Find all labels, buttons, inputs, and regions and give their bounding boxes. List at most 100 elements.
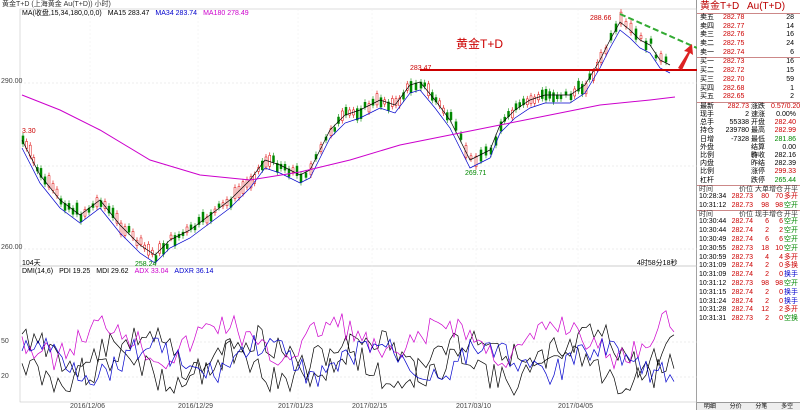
candle-body (169, 234, 173, 239)
candle-body (423, 82, 426, 87)
ask-volume: 16 (786, 31, 794, 39)
countdown-label: 4时58分18秒 (637, 260, 678, 267)
candle-body (249, 176, 253, 189)
trade-cell: 换手 (784, 288, 798, 296)
tab-明细[interactable]: 明细 (703, 404, 716, 410)
candle-body (419, 81, 423, 89)
tick-row[interactable]: 10:31:31 282.73 2 0 空换 (697, 315, 800, 324)
tick-row[interactable]: 10:31:12 282.73 98 98 空开 (697, 280, 800, 289)
candle-body (162, 243, 165, 255)
stat-value: 265.44 (774, 176, 796, 184)
candle-body (139, 237, 143, 245)
candle-body (359, 108, 363, 119)
price-high-label: 283.47 (410, 65, 432, 72)
candle-body (639, 35, 643, 39)
ask-label: 卖一 (700, 48, 714, 56)
trade-cell: 0 (779, 315, 783, 323)
candle-body (511, 109, 514, 119)
candle-body (158, 243, 161, 254)
bid-row[interactable]: 买四 282.68 1 (697, 85, 800, 94)
stat-value: -7328 (731, 135, 749, 143)
dmi-legend-item: ADXR 36.14 (174, 268, 214, 275)
candle-body (569, 93, 573, 100)
stat-label: 涨停 (751, 168, 765, 176)
candle-body (51, 183, 55, 191)
trade-cell: 2 (779, 306, 783, 314)
trade-cell: 换手 (784, 297, 798, 305)
bid-row[interactable]: 买五 282.65 2 (697, 93, 800, 102)
stat-row: 内盘 昨结 282.39 (697, 160, 800, 168)
stat-value: 0.00 (782, 143, 796, 151)
quote-header: 黄金T+D Au(T+D) (697, 0, 800, 14)
stat-value (721, 168, 749, 176)
x-tick: 2017/01/23 (278, 403, 314, 410)
tick-row[interactable]: 10:30:55 282.73 18 10 空开 (697, 245, 800, 254)
dmi-legend-item: ADX 33.04 (134, 268, 169, 275)
tab-分价[interactable]: 分价 (729, 404, 742, 410)
candle-body (367, 103, 371, 113)
bid-row[interactable]: 买三 282.70 59 (697, 76, 800, 85)
ask-row[interactable]: 卖四 282.77 14 (697, 23, 800, 32)
stat-value: 282.73 (727, 102, 749, 110)
candle-body (348, 109, 351, 116)
trade-cell: 空换 (784, 315, 798, 323)
trade-cell: 0 (779, 271, 783, 279)
stat-value (721, 160, 749, 168)
trade-cell: 282.73 (731, 253, 753, 261)
bid-label: 买五 (700, 93, 714, 101)
big-trade-row[interactable]: 10:28:34 282.73 80 70 多开 (697, 193, 800, 202)
y-tick-290: 290.00 (1, 78, 23, 85)
trade-cell: 10:31:12 (699, 201, 727, 209)
trade-cell: 6 (779, 235, 783, 243)
ask-row[interactable]: 卖二 282.75 24 (697, 40, 800, 49)
candle-body (304, 172, 308, 178)
pdi-line (21, 323, 675, 389)
price-low-label: 269.71 (465, 170, 487, 177)
trade-cell: 空开 (784, 235, 798, 243)
tick-row[interactable]: 10:30:44 282.74 2 2 空开 (697, 227, 800, 236)
bid-book: 买一 282.73 16 买二 282.72 15 买三 282.70 59 买四 282.68 1 买… (697, 58, 800, 101)
trade-cell: 282.74 (731, 262, 753, 270)
ask-row[interactable]: 卖三 282.76 16 (697, 31, 800, 40)
ma34-line (21, 29, 671, 264)
tick-row[interactable]: 10:31:24 282.74 2 0 换手 (697, 298, 800, 307)
tick-row[interactable]: 10:31:28 282.74 12 2 多开 (697, 306, 800, 315)
tab-多空[interactable]: 多空 (781, 404, 794, 410)
stat-row: 比例 昨收 282.16 (697, 152, 800, 160)
bid-price: 282.68 (723, 84, 745, 92)
dmi-legend-item: PDI 19.25 (59, 268, 91, 275)
tab-分笔[interactable]: 分笔 (755, 404, 768, 410)
x-tick: 2016/12/29 (178, 403, 214, 410)
big-trade-row[interactable]: 10:31:12 282.73 98 98 空开 (697, 202, 800, 211)
ask-row[interactable]: 卖一 282.74 6 (697, 49, 800, 58)
bid-volume: 15 (786, 67, 794, 75)
tick-row[interactable]: 10:30:49 282.74 6 6 空开 (697, 236, 800, 245)
kline-chart[interactable]: 283.47 288.66 269.71 258.24 3.30 黄金T+D (0, 0, 697, 410)
ticks-list[interactable]: 10:30:44 282.74 6 6 空开 10:30:44 282.74 2 2 空开 10:3… (697, 218, 800, 324)
x-tick: 2017/03/10 (456, 403, 492, 410)
candle-body (143, 244, 146, 250)
candle-body (99, 200, 103, 207)
bid-label: 买一 (700, 58, 714, 66)
candle-body (556, 94, 559, 100)
trade-cell: 10:31:09 (699, 262, 727, 270)
big-trades-list[interactable]: 10:28:34 282.73 80 70 多开 10:31:12 282.73 98 98 空开 (697, 193, 800, 211)
bid-row[interactable]: 买二 282.72 15 (697, 67, 800, 76)
bid-row[interactable]: 买一 282.73 16 (697, 58, 800, 67)
candle-body (329, 128, 333, 136)
trade-cell: 70 (775, 192, 783, 200)
chart-area[interactable]: 黄金T+D (上海黄金 Au(T+D)) 小时) MA(收盘,15,34,180… (0, 0, 697, 410)
candle-body (333, 127, 336, 132)
tick-row[interactable]: 10:30:59 282.73 4 4 多开 (697, 254, 800, 263)
trade-cell: 多开 (784, 253, 798, 261)
tick-row[interactable]: 10:31:09 282.74 2 0 换手 (697, 271, 800, 280)
price-low-label: 258.24 (135, 261, 157, 268)
stat-label: 总手 (700, 119, 714, 127)
tick-row[interactable]: 10:31:15 282.74 2 0 换手 (697, 289, 800, 298)
tick-row[interactable]: 10:30:44 282.74 6 6 空开 (697, 218, 800, 227)
ask-row[interactable]: 卖五 282.78 28 (697, 14, 800, 23)
candle-body (559, 95, 563, 100)
dmi-tick-50: 50 (1, 338, 9, 345)
stat-label: 持仓 (700, 127, 714, 135)
tick-row[interactable]: 10:31:09 282.74 2 0 多换 (697, 262, 800, 271)
